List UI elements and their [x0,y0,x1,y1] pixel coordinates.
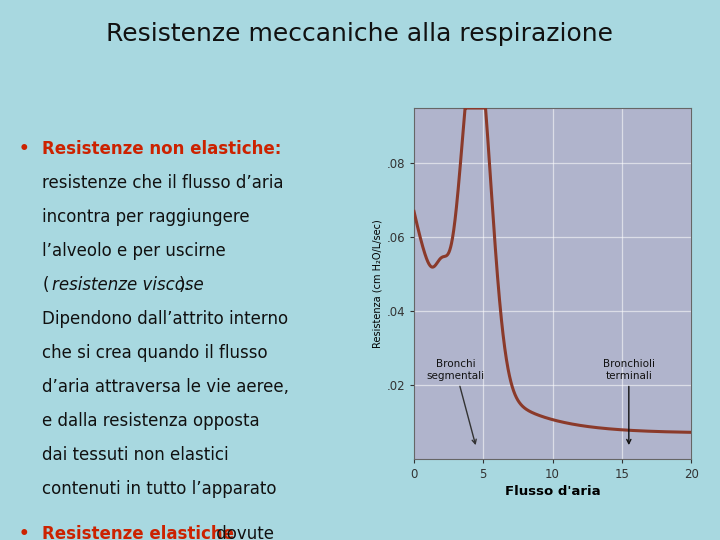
Text: Dipendono dall’attrito interno: Dipendono dall’attrito interno [42,310,288,328]
Y-axis label: Resistenza (cm H₂O/L/sec): Resistenza (cm H₂O/L/sec) [372,219,382,348]
Text: •: • [19,525,30,540]
Text: Bronchi
segmentali: Bronchi segmentali [426,359,485,444]
Text: e dalla resistenza opposta: e dalla resistenza opposta [42,413,260,430]
Text: che si crea quando il flusso: che si crea quando il flusso [42,344,268,362]
Text: d’aria attraversa le vie aeree,: d’aria attraversa le vie aeree, [42,378,289,396]
Text: incontra per raggiungere: incontra per raggiungere [42,208,250,226]
Text: dai tessuti non elastici: dai tessuti non elastici [42,447,229,464]
Text: Bronchioli
terminali: Bronchioli terminali [603,359,654,443]
Text: resistenze che il flusso d’aria: resistenze che il flusso d’aria [42,174,284,192]
Text: (: ( [42,276,48,294]
Text: resistenze viscose: resistenze viscose [52,276,204,294]
Text: ).: ). [179,276,190,294]
Text: l’alveolo e per uscirne: l’alveolo e per uscirne [42,242,226,260]
Text: Resistenze non elastiche:: Resistenze non elastiche: [42,139,282,158]
Text: contenuti in tutto l’apparato: contenuti in tutto l’apparato [42,481,276,498]
Text: dovute: dovute [212,525,274,540]
Text: Resistenze meccaniche alla respirazione: Resistenze meccaniche alla respirazione [107,22,613,45]
Text: •: • [19,139,30,158]
X-axis label: Flusso d'aria: Flusso d'aria [505,485,600,498]
Text: Resistenze elastiche: Resistenze elastiche [42,525,234,540]
